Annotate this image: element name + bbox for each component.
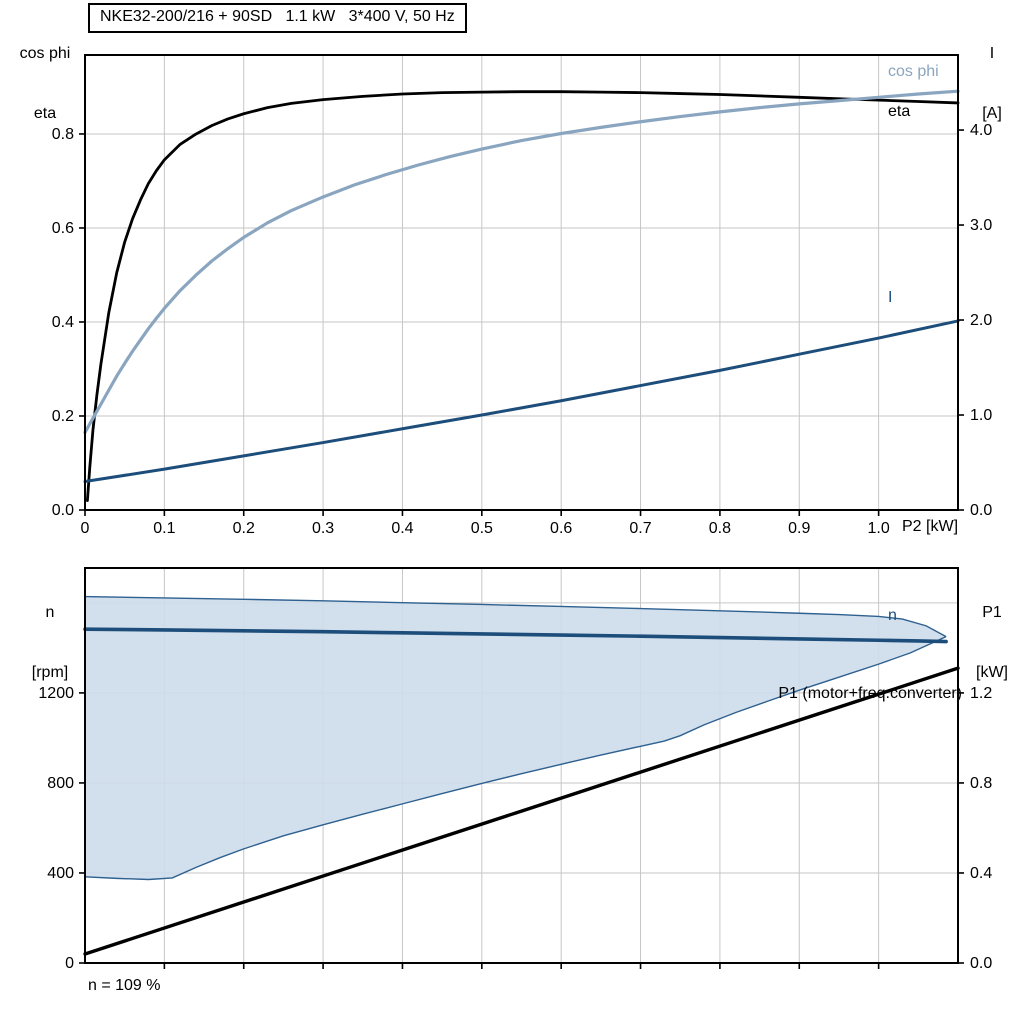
current-curve-label: I bbox=[888, 289, 893, 306]
bottom-right-axis-title: P1 [kW] bbox=[966, 563, 1018, 723]
svg-text:0.0: 0.0 bbox=[970, 955, 992, 972]
svg-text:0.8: 0.8 bbox=[709, 520, 731, 537]
svg-text:800: 800 bbox=[47, 775, 74, 792]
svg-text:0.4: 0.4 bbox=[970, 865, 992, 882]
svg-text:0.6: 0.6 bbox=[550, 520, 572, 537]
svg-text:1200: 1200 bbox=[38, 685, 74, 702]
axis-title-cos-phi: cos phi bbox=[19, 45, 71, 62]
p1-curve-label: P1 (motor+freq.converter) bbox=[778, 685, 962, 702]
axis-title-current-unit: [A] bbox=[982, 105, 1002, 122]
axis-title-speed: n bbox=[45, 604, 55, 621]
svg-text:0: 0 bbox=[65, 955, 74, 972]
speed-range-band-edge bbox=[84, 636, 947, 881]
x-axis-title-p2: P2 [kW] bbox=[902, 518, 959, 535]
series-eta bbox=[85, 90, 960, 502]
svg-text:0.6: 0.6 bbox=[52, 220, 74, 237]
svg-text:0.0: 0.0 bbox=[970, 502, 992, 519]
series-cos-phi bbox=[83, 89, 960, 435]
bottom-left-axis-title: n [rpm] bbox=[17, 563, 83, 723]
svg-text:400: 400 bbox=[47, 865, 74, 882]
svg-text:0.0: 0.0 bbox=[52, 502, 74, 519]
svg-text:0.4: 0.4 bbox=[52, 314, 74, 331]
svg-text:0: 0 bbox=[81, 520, 90, 537]
svg-text:1.2: 1.2 bbox=[970, 685, 992, 702]
eta-curve-label: eta bbox=[888, 103, 911, 120]
svg-text:0.7: 0.7 bbox=[629, 520, 651, 537]
svg-text:0.3: 0.3 bbox=[312, 520, 334, 537]
svg-text:1.0: 1.0 bbox=[970, 407, 992, 424]
speed-range-band-edge bbox=[84, 595, 947, 638]
svg-text:4.0: 4.0 bbox=[970, 122, 992, 139]
svg-text:2.0: 2.0 bbox=[970, 312, 992, 329]
top-right-axis-title: I [A] bbox=[966, 4, 1018, 164]
svg-text:0.1: 0.1 bbox=[153, 520, 175, 537]
speed-curve-label: n bbox=[888, 607, 897, 624]
plot-frame bbox=[84, 567, 959, 964]
svg-text:0.2: 0.2 bbox=[52, 408, 74, 425]
top-left-axis-title: cos phi eta bbox=[6, 4, 84, 164]
svg-text:0.2: 0.2 bbox=[233, 520, 255, 537]
speed-percentage-footnote: n = 109 % bbox=[88, 977, 161, 994]
axis-title-p1: P1 bbox=[982, 604, 1002, 621]
svg-text:0.8: 0.8 bbox=[52, 126, 74, 143]
svg-text:0.5: 0.5 bbox=[471, 520, 493, 537]
series-p1-motor-freq-converter- bbox=[83, 666, 960, 956]
axis-title-speed-unit: [rpm] bbox=[31, 664, 69, 681]
svg-text:3.0: 3.0 bbox=[970, 217, 992, 234]
series-n bbox=[83, 627, 948, 644]
axis-title-p1-unit: [kW] bbox=[976, 664, 1008, 681]
series-i bbox=[83, 319, 960, 484]
cos-phi-curve-label: cos phi bbox=[888, 63, 939, 80]
svg-text:0.8: 0.8 bbox=[970, 775, 992, 792]
plot-frame bbox=[84, 54, 959, 511]
speed-range-band bbox=[85, 596, 947, 880]
pump-title-box: NKE32-200/216 + 90SD 1.1 kW 3*400 V, 50 … bbox=[88, 3, 467, 33]
svg-text:1.0: 1.0 bbox=[868, 520, 890, 537]
svg-text:0.4: 0.4 bbox=[391, 520, 413, 537]
axis-title-eta: eta bbox=[33, 105, 57, 122]
axis-title-current: I bbox=[989, 45, 995, 62]
svg-text:0.9: 0.9 bbox=[788, 520, 810, 537]
